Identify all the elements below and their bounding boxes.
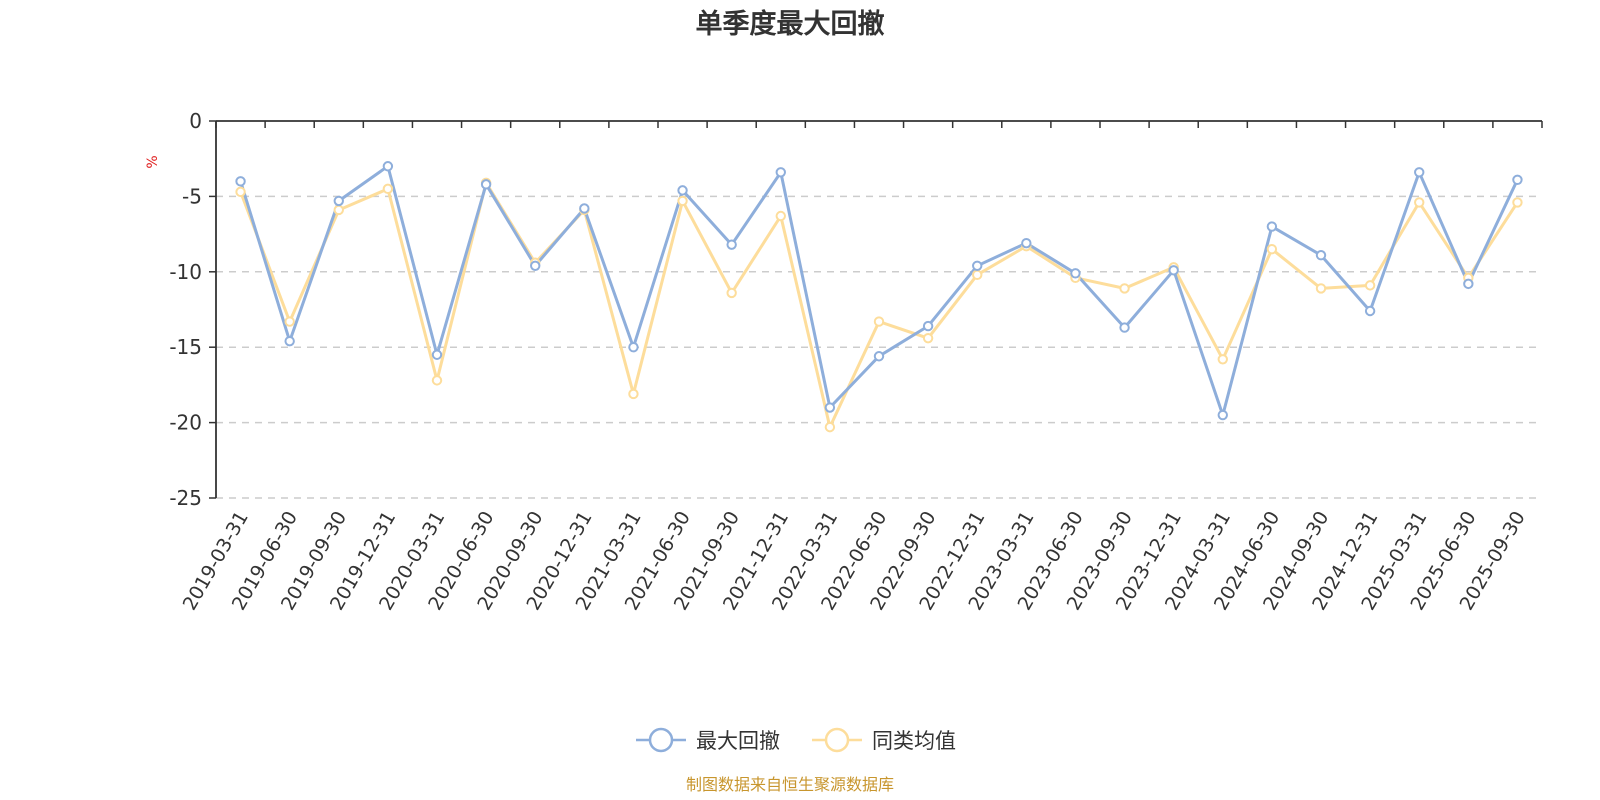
data-point — [873, 351, 885, 362]
data-point — [922, 320, 934, 332]
y-tick-label: -20 — [169, 411, 202, 435]
data-point — [1119, 283, 1130, 294]
data-point — [235, 176, 246, 187]
data-point — [1512, 174, 1523, 186]
data-point — [677, 185, 688, 196]
data-point — [1119, 322, 1130, 333]
data-point — [579, 203, 590, 214]
data-point — [824, 402, 836, 413]
legend-label: 同类均值 — [872, 729, 956, 753]
data-point — [1266, 243, 1278, 255]
data-point — [1414, 197, 1425, 208]
y-tick-label: 0 — [189, 109, 202, 133]
data-point — [1315, 283, 1327, 294]
axes — [215, 120, 1542, 498]
data-point — [1364, 305, 1376, 317]
data-point — [431, 375, 443, 386]
data-point — [824, 421, 836, 433]
data-point — [382, 183, 394, 195]
y-tick-label: -15 — [169, 335, 202, 359]
data-point — [284, 316, 295, 327]
y-tick-label: -5 — [182, 184, 202, 208]
series-layer — [235, 161, 1523, 433]
data-point — [1315, 250, 1327, 261]
data-point — [1266, 221, 1278, 232]
data-point — [775, 167, 786, 178]
grid-lines — [216, 195, 1542, 499]
data-point — [1021, 237, 1032, 249]
data-point — [1168, 265, 1179, 276]
data-point — [775, 210, 786, 222]
data-point — [382, 161, 394, 172]
source-note: 制图数据来自恒生聚源数据库 — [686, 775, 894, 794]
data-point — [972, 260, 983, 271]
data-point — [235, 186, 246, 198]
data-point — [972, 269, 983, 281]
legend: 最大回撤 同类均值 — [636, 727, 956, 753]
data-point — [1512, 197, 1523, 208]
series-line-1 — [239, 181, 1519, 429]
data-point — [333, 204, 344, 216]
data-point — [530, 260, 541, 271]
data-point — [1217, 409, 1228, 421]
data-point — [1070, 268, 1081, 279]
legend-marker — [648, 727, 674, 753]
data-point — [431, 349, 443, 360]
data-point — [1364, 280, 1376, 291]
legend-marker — [824, 727, 850, 753]
data-point — [1414, 167, 1425, 178]
y-axis-ticks: 0 -5 -10 -15 -20 -25 — [169, 109, 216, 510]
y-tick-label: -10 — [169, 260, 202, 284]
x-axis-ticks: 2019-03-312019-06-302019-09-302019-12-31… — [179, 121, 1543, 614]
series-line-0 — [239, 164, 1519, 417]
data-point — [922, 332, 934, 344]
data-point — [726, 287, 737, 299]
data-point — [1463, 278, 1474, 290]
data-point — [726, 239, 737, 250]
y-axis-unit: % — [145, 155, 161, 168]
legend-label: 最大回撤 — [696, 729, 780, 753]
data-point — [333, 195, 344, 207]
data-point — [628, 342, 639, 353]
data-point — [628, 388, 639, 400]
data-point — [1217, 354, 1228, 365]
data-point — [480, 179, 492, 190]
data-point — [873, 316, 885, 327]
chart-title: 单季度最大回撤 — [696, 8, 885, 40]
data-point — [284, 335, 295, 347]
data-point — [677, 195, 688, 207]
y-tick-label: -25 — [169, 486, 202, 510]
